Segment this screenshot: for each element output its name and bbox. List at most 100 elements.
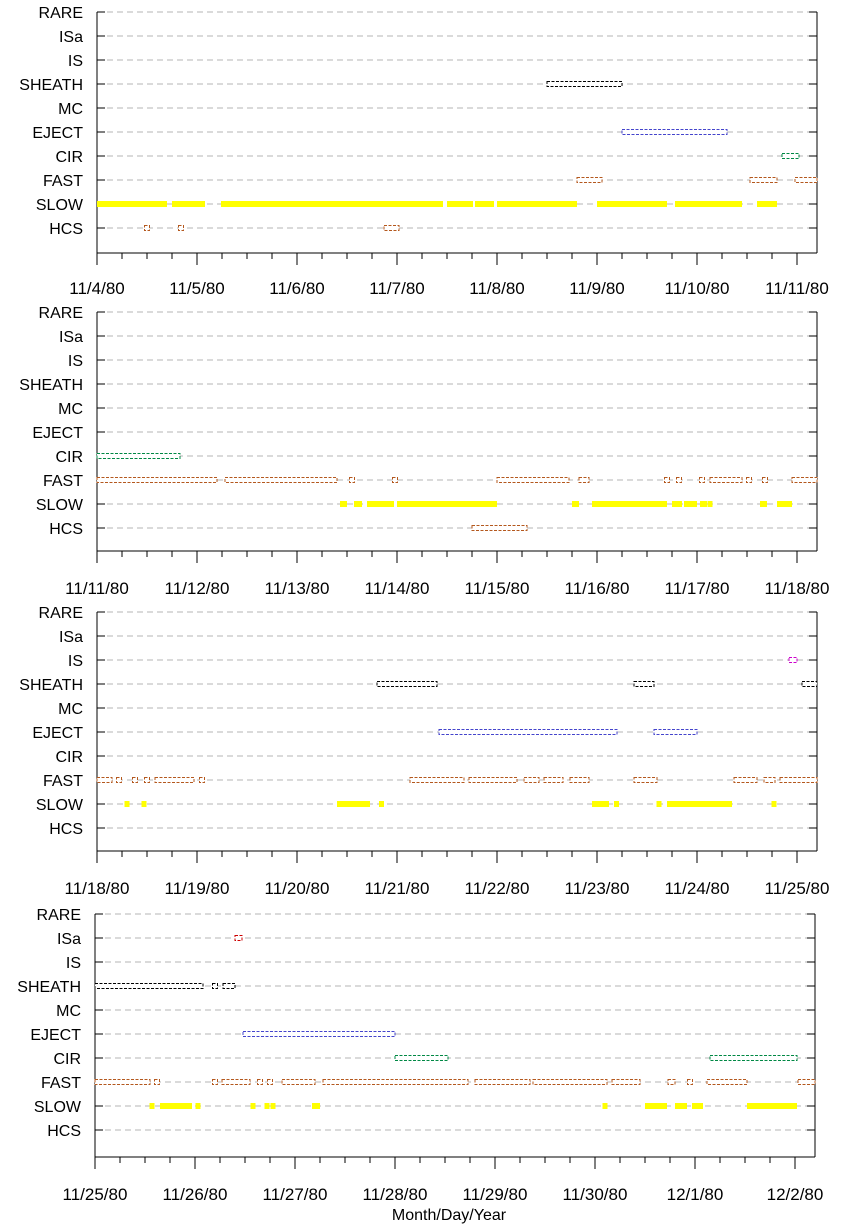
category-label-hcs: HCS [49, 221, 83, 238]
data-segment-fast [763, 777, 776, 783]
data-segment-cir [394, 1055, 449, 1061]
data-segment-slow [270, 1103, 276, 1109]
data-segment-slow [771, 801, 777, 807]
data-segment-fast [633, 777, 658, 783]
x-tick-label: 12/2/80 [767, 1185, 824, 1204]
data-segment-fast [699, 477, 705, 483]
category-label-is: IS [68, 53, 83, 70]
panels-layer: RARE ISa IS SHEATH MC EJECT CIR FAST SLOW HCS 11/4… [17, 5, 829, 1204]
data-segment-fast [687, 1079, 693, 1085]
x-tick-label: 11/27/80 [263, 1185, 328, 1204]
data-segment-slow [141, 801, 147, 807]
data-segment-sheath [546, 81, 623, 87]
data-segment-fast [281, 1079, 316, 1085]
data-segment-fast [496, 477, 570, 483]
data-segment-sheath [376, 681, 438, 687]
category-label-mc: MC [56, 1003, 81, 1020]
category-label-mc: MC [58, 101, 83, 118]
category-label-sheath: SHEATH [19, 77, 83, 94]
data-segment-fast [154, 777, 195, 783]
category-label-is: IS [66, 955, 81, 972]
x-tick-label: 11/18/80 [765, 579, 830, 598]
data-segment-slow [97, 201, 167, 207]
category-label-fast: FAST [43, 173, 83, 190]
x-tick-label: 11/30/80 [563, 1185, 628, 1204]
data-segment-slow [337, 801, 370, 807]
category-label-mc: MC [58, 401, 83, 418]
category-label-cir: CIR [55, 449, 83, 466]
x-tick-label: 11/11/80 [65, 579, 129, 598]
category-label-rare: RARE [39, 5, 83, 22]
data-segment-eject [438, 729, 618, 735]
data-segment-fast [94, 1079, 151, 1085]
x-tick-label: 11/7/80 [369, 279, 424, 298]
x-tick-label: 11/19/80 [165, 879, 230, 898]
data-segment-slow [354, 501, 362, 507]
panel-2: RARE ISa IS SHEATH MC EJECT CIR FAST SLOW HCS 11/1… [19, 305, 829, 598]
category-label-isa: ISa [59, 29, 83, 46]
data-segment-slow [250, 1103, 256, 1109]
x-tick-label: 11/25/80 [765, 879, 830, 898]
data-segment-cir [709, 1055, 798, 1061]
data-segment-fast [611, 1079, 641, 1085]
data-segment-slow [124, 801, 130, 807]
data-segment-fast [116, 777, 122, 783]
data-segment-fast [733, 777, 758, 783]
category-label-slow: SLOW [34, 1099, 82, 1116]
data-segment-sheath [212, 983, 218, 989]
category-label-is: IS [68, 353, 83, 370]
category-label-hcs: HCS [49, 821, 83, 838]
data-segment-slow [367, 501, 394, 507]
data-segment-fast [797, 1079, 816, 1085]
category-label-fast: FAST [43, 473, 83, 490]
data-segment-fast [349, 477, 355, 483]
data-segment-slow [760, 501, 767, 507]
data-segment-fast [779, 777, 818, 783]
category-label-hcs: HCS [47, 1123, 81, 1140]
category-label-fast: FAST [43, 773, 83, 790]
data-segment-fast [221, 1079, 251, 1085]
data-segment-sheath [94, 983, 204, 989]
data-segment-cir [96, 453, 181, 459]
data-segment-fast [749, 177, 778, 183]
data-segment-fast [224, 477, 338, 483]
data-segment-fast [706, 1079, 748, 1085]
data-segment-fast [791, 477, 818, 483]
data-segment-fast [523, 777, 540, 783]
x-tick-label: 11/5/80 [169, 279, 224, 298]
category-label-mc: MC [58, 701, 83, 718]
data-segment-slow [675, 201, 742, 207]
data-segment-isa [234, 935, 243, 941]
x-tick-label: 11/20/80 [265, 879, 330, 898]
data-segment-slow [379, 801, 384, 807]
x-tick-label: 11/26/80 [163, 1185, 228, 1204]
data-segment-fast [794, 177, 818, 183]
data-segment-eject [621, 129, 728, 135]
data-segment-sheath [801, 681, 818, 687]
category-label-rare: RARE [39, 305, 83, 322]
data-segment-slow [757, 201, 777, 207]
data-segment-hcs [144, 225, 150, 231]
category-label-rare: RARE [39, 605, 83, 622]
data-segment-fast [199, 777, 205, 783]
data-segment-fast [474, 1079, 531, 1085]
x-tick-label: 11/29/80 [463, 1185, 528, 1204]
panel-1: RARE ISa IS SHEATH MC EJECT CIR FAST SLOW HCS 11/4… [19, 5, 829, 298]
data-segment-fast [578, 477, 590, 483]
x-tick-label: 11/22/80 [465, 879, 530, 898]
x-tick-label: 11/23/80 [565, 879, 630, 898]
data-segment-slow [747, 1103, 797, 1109]
x-tick-label: 11/16/80 [565, 579, 630, 598]
x-tick-label: 11/6/80 [269, 279, 324, 298]
x-axis-title: Month/Day/Year [392, 1207, 507, 1224]
data-segment-sheath [633, 681, 655, 687]
data-segment-slow [777, 501, 792, 507]
category-label-eject: EJECT [30, 1027, 81, 1044]
x-tick-label: 11/25/80 [63, 1185, 128, 1204]
x-tick-label: 11/15/80 [465, 579, 530, 598]
data-segment-slow [221, 201, 443, 207]
data-segment-slow [195, 1103, 201, 1109]
data-segment-slow [707, 501, 713, 507]
category-label-isa: ISa [59, 629, 83, 646]
category-label-sheath: SHEATH [19, 677, 83, 694]
